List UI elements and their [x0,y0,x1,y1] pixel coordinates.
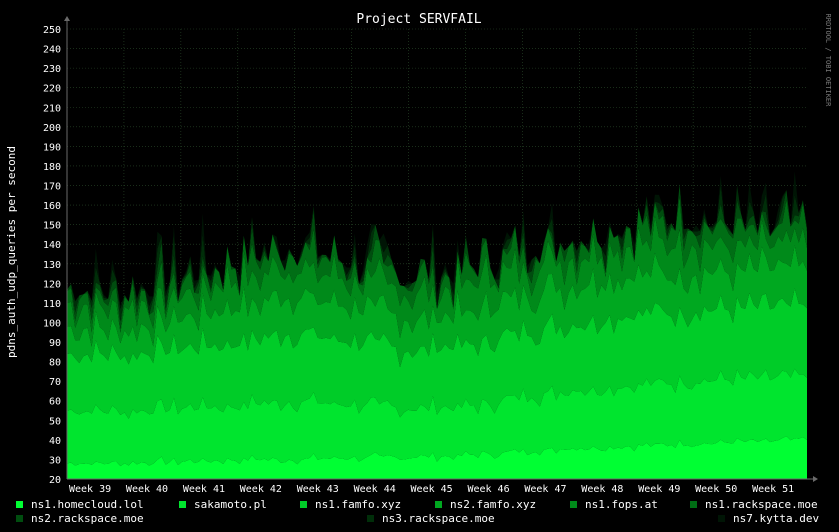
legend: ns1.homecloud.lol sakamoto.pl ns1.famfo.xy… [0,494,839,532]
y-tick-label: 240 [43,45,61,56]
x-tick-label: Week 45 [411,484,453,495]
y-tick-label: 100 [43,318,61,329]
x-tick-label: Week 42 [240,484,282,495]
legend-item: ns7.kytta.dev [718,512,819,525]
legend-item: ns2.rackspace.moe [16,512,144,525]
legend-item: sakamoto.pl [179,498,267,511]
legend-swatch-icon [16,501,23,508]
chart-title: Project SERVFAIL [356,12,481,27]
legend-label: ns2.rackspace.moe [31,512,144,525]
legend-item: ns1.fops.at [570,498,658,511]
legend-label: ns2.famfo.xyz [450,498,537,511]
y-tick-label: 220 [43,84,61,95]
y-tick-label: 230 [43,64,61,75]
tick-labels: 20 30 40 50 60 70 80 90 100 110 120 130 140 150 160 170… [43,25,794,495]
y-tick-label: 140 [43,240,61,251]
legend-swatch-icon [690,501,697,508]
x-tick-label: Week 51 [752,484,794,495]
y-tick-label: 80 [49,358,61,369]
y-tick-label: 180 [43,162,61,173]
legend-item: ns1.homecloud.lol [16,498,144,511]
legend-label: sakamoto.pl [194,498,267,511]
y-axis-arrow-icon [64,16,70,21]
legend-item: ns1.famfo.xyz [300,498,401,511]
x-tick-label: Week 39 [69,484,111,495]
y-tick-label: 40 [49,436,61,447]
x-tick-label: Week 46 [467,484,509,495]
legend-item: ns2.famfo.xyz [435,498,536,511]
y-tick-label: 190 [43,142,61,153]
watermark: RRDTOOL / TOBI OETIKER [824,14,832,108]
legend-swatch-icon [435,501,442,508]
y-tick-label: 120 [43,279,61,290]
series-area-sakamoto-pl [67,368,807,467]
legend-swatch-icon [570,501,577,508]
y-tick-label: 130 [43,260,61,271]
y-tick-label: 110 [43,299,61,310]
legend-label: ns7.kytta.dev [733,512,820,525]
y-tick-label: 170 [43,182,61,193]
x-tick-label: Week 43 [297,484,339,495]
legend-swatch-icon [16,515,23,522]
legend-item: ns3.rackspace.moe [367,512,495,525]
y-tick-label: 20 [49,475,61,486]
y-axis-label: pdns_auth_udp_queries per second [5,146,18,358]
legend-label: ns1.fops.at [585,498,658,511]
y-tick-label: 50 [49,416,61,427]
y-tick-label: 210 [43,103,61,114]
legend-swatch-icon [367,515,374,522]
y-tick-label: 160 [43,201,61,212]
y-tick-label: 200 [43,123,61,134]
axes [64,16,818,482]
x-tick-label: Week 49 [638,484,680,495]
series-area-ns1-homecloud-lol [67,436,807,479]
legend-label: ns3.rackspace.moe [382,512,495,525]
series-area-ns2-famfo-xyz [67,245,807,368]
y-tick-label: 150 [43,221,61,232]
x-tick-label: Week 40 [126,484,168,495]
y-tick-label: 70 [49,377,61,388]
x-axis-arrow-icon [813,476,818,482]
legend-label: ns1.famfo.xyz [315,498,402,511]
y-tick-label: 250 [43,25,61,36]
series-area-ns3-rackspace-moe [67,184,807,322]
series-area-ns1-fops-at [67,215,807,347]
y-tick-label: 90 [49,338,61,349]
legend-label: ns1.rackspace.moe [705,498,818,511]
legend-swatch-icon [179,501,186,508]
y-tick-label: 60 [49,397,61,408]
plot-area [67,171,807,479]
x-tick-label: Week 44 [354,484,396,495]
x-tick-label: Week 50 [695,484,737,495]
legend-label: ns1.homecloud.lol [31,498,144,511]
x-tick-label: Week 48 [581,484,623,495]
x-tick-label: Week 47 [524,484,566,495]
legend-swatch-icon [300,501,307,508]
x-tick-label: Week 41 [183,484,225,495]
legend-swatch-icon [718,515,725,522]
y-tick-label: 30 [49,455,61,466]
series-area-ns1-famfo-xyz [67,288,807,419]
legend-item: ns1.rackspace.moe [690,498,818,511]
